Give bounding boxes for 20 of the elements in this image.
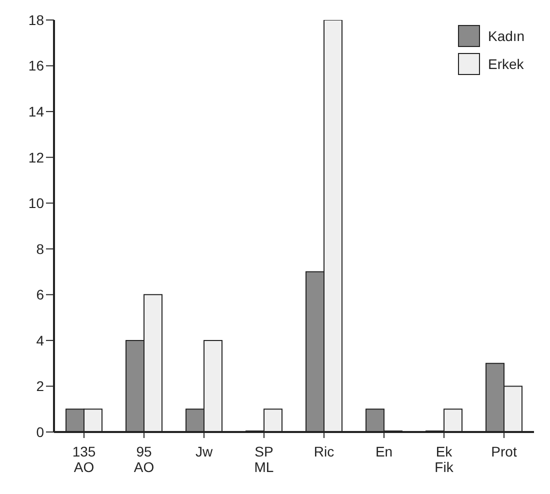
y-tick-label: 14 [28,104,44,120]
y-tick-label: 4 [36,332,44,348]
y-tick-label: 0 [36,424,44,440]
x-tick-label: Ric [314,444,334,460]
y-tick-label: 2 [36,378,44,394]
legend-label: Erkek [488,56,524,72]
x-tick-label: Prot [491,444,517,460]
y-tick-label: 12 [28,149,44,166]
x-tick-label: 135 AO [72,444,96,475]
y-tick-label: 8 [36,240,44,257]
y-tick-label: 16 [28,58,44,74]
legend-label: Kadın [488,28,525,44]
y-tick-label: 18 [28,12,44,28]
x-tick-label: En [375,444,393,460]
x-tick-label: 95 AO [134,444,154,475]
y-tick-label: 10 [28,195,44,212]
y-tick-label: 6 [36,286,44,303]
x-tick-label: Jw [195,444,214,460]
x-tick-label: Ek Fik [434,444,454,475]
x-tick-label: SP ML [254,444,274,475]
